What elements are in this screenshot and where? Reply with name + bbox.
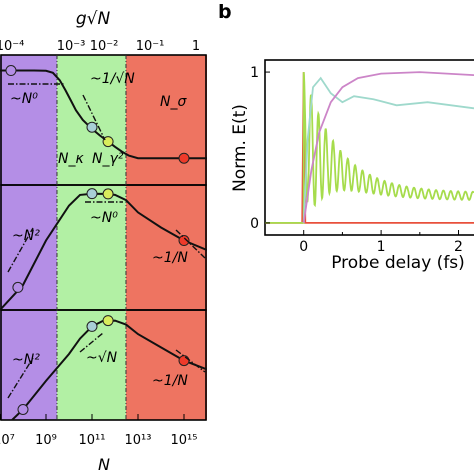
region-red xyxy=(125,55,207,420)
curve-top xyxy=(0,69,207,160)
annotation-bottom-1: ~√N xyxy=(86,350,118,366)
annotation-top-0: ~N⁰ xyxy=(10,91,38,107)
marker-middle-0 xyxy=(12,281,24,293)
annotation-top-4: N_γ² xyxy=(92,151,124,167)
subpanel-bottom xyxy=(10,315,207,420)
marker-top-3 xyxy=(178,152,190,164)
panel-b-label: b xyxy=(218,1,232,23)
series-damped_oscillation xyxy=(265,72,474,224)
top-tick-label: 10⁻⁴ xyxy=(0,39,24,54)
subpanel-middle xyxy=(0,188,207,311)
x-tick-label: 1 xyxy=(377,239,386,255)
panel-b-plot-area xyxy=(265,71,474,224)
series-slow_rise xyxy=(302,71,474,224)
top-axis-label: g√N xyxy=(76,9,111,29)
top-tick-label: 10⁻¹ xyxy=(136,39,165,54)
y-tick-label: 0 xyxy=(250,216,259,232)
y-tick-label: 1 xyxy=(250,65,259,81)
annotation-top-2: N_σ xyxy=(160,94,187,110)
region-green xyxy=(56,55,126,420)
marker-bottom-3 xyxy=(178,355,190,367)
marker-top-2 xyxy=(102,136,114,148)
marker-top-1 xyxy=(86,121,98,133)
annotation-top-1: ~1/√N xyxy=(90,71,135,87)
annotation-top-3: N_κ xyxy=(58,151,84,167)
marker-bottom-0 xyxy=(17,404,29,416)
asymptote-guide xyxy=(175,229,206,259)
bottom-tick-label: 10¹¹ xyxy=(79,433,106,448)
x-tick-label: 0 xyxy=(299,239,308,255)
marker-middle-2 xyxy=(102,188,114,200)
series-rise_bump xyxy=(302,76,474,223)
bottom-tick-label: 10⁹ xyxy=(35,433,57,448)
subpanel-top xyxy=(0,65,207,164)
subpanel-frame-bottom xyxy=(0,309,207,421)
panel-b-frame xyxy=(264,59,474,236)
asymptote-guide xyxy=(7,357,34,399)
annotation-middle-1: ~N⁰ xyxy=(90,210,118,226)
x-tick-label: 2 xyxy=(454,239,463,255)
top-tick-label: 10⁻³ xyxy=(57,39,86,54)
annotation-middle-0: ~N² xyxy=(12,228,40,244)
marker-top-0 xyxy=(5,65,17,77)
panel-b-ylabel: Norm. E(t) xyxy=(230,104,250,192)
panel-b-chart: 0 1 2 0 1 xyxy=(250,59,474,255)
marker-bottom-1 xyxy=(86,320,98,332)
annotation-bottom-2: ~1/N xyxy=(152,373,188,389)
marker-middle-1 xyxy=(86,188,98,200)
panel-a-chart: ~N⁰ ~1/√N N_σ N_κ N_γ² ~N² ~N⁰ ~1/N ~N² ~√N ~1/N xyxy=(0,54,207,421)
asymptote-guide xyxy=(82,94,106,141)
marker-bottom-2 xyxy=(102,315,114,327)
bottom-tick-label: 10⁷ xyxy=(0,433,15,448)
asymptote-guide xyxy=(7,227,34,273)
annotation-bottom-0: ~N² xyxy=(12,352,40,368)
bottom-axis-label: N xyxy=(98,455,110,474)
panel-b-xlabel: Probe delay (fs) xyxy=(331,253,465,273)
top-tick-label: 1 xyxy=(192,39,200,54)
marker-middle-3 xyxy=(178,235,190,247)
bottom-tick-label: 10¹³ xyxy=(125,433,152,448)
top-tick-label: 10⁻² xyxy=(90,39,119,54)
asymptote-guide xyxy=(79,332,104,353)
bottom-tick-label: 10¹⁵ xyxy=(171,433,198,448)
annotation-middle-2: ~1/N xyxy=(152,250,188,266)
